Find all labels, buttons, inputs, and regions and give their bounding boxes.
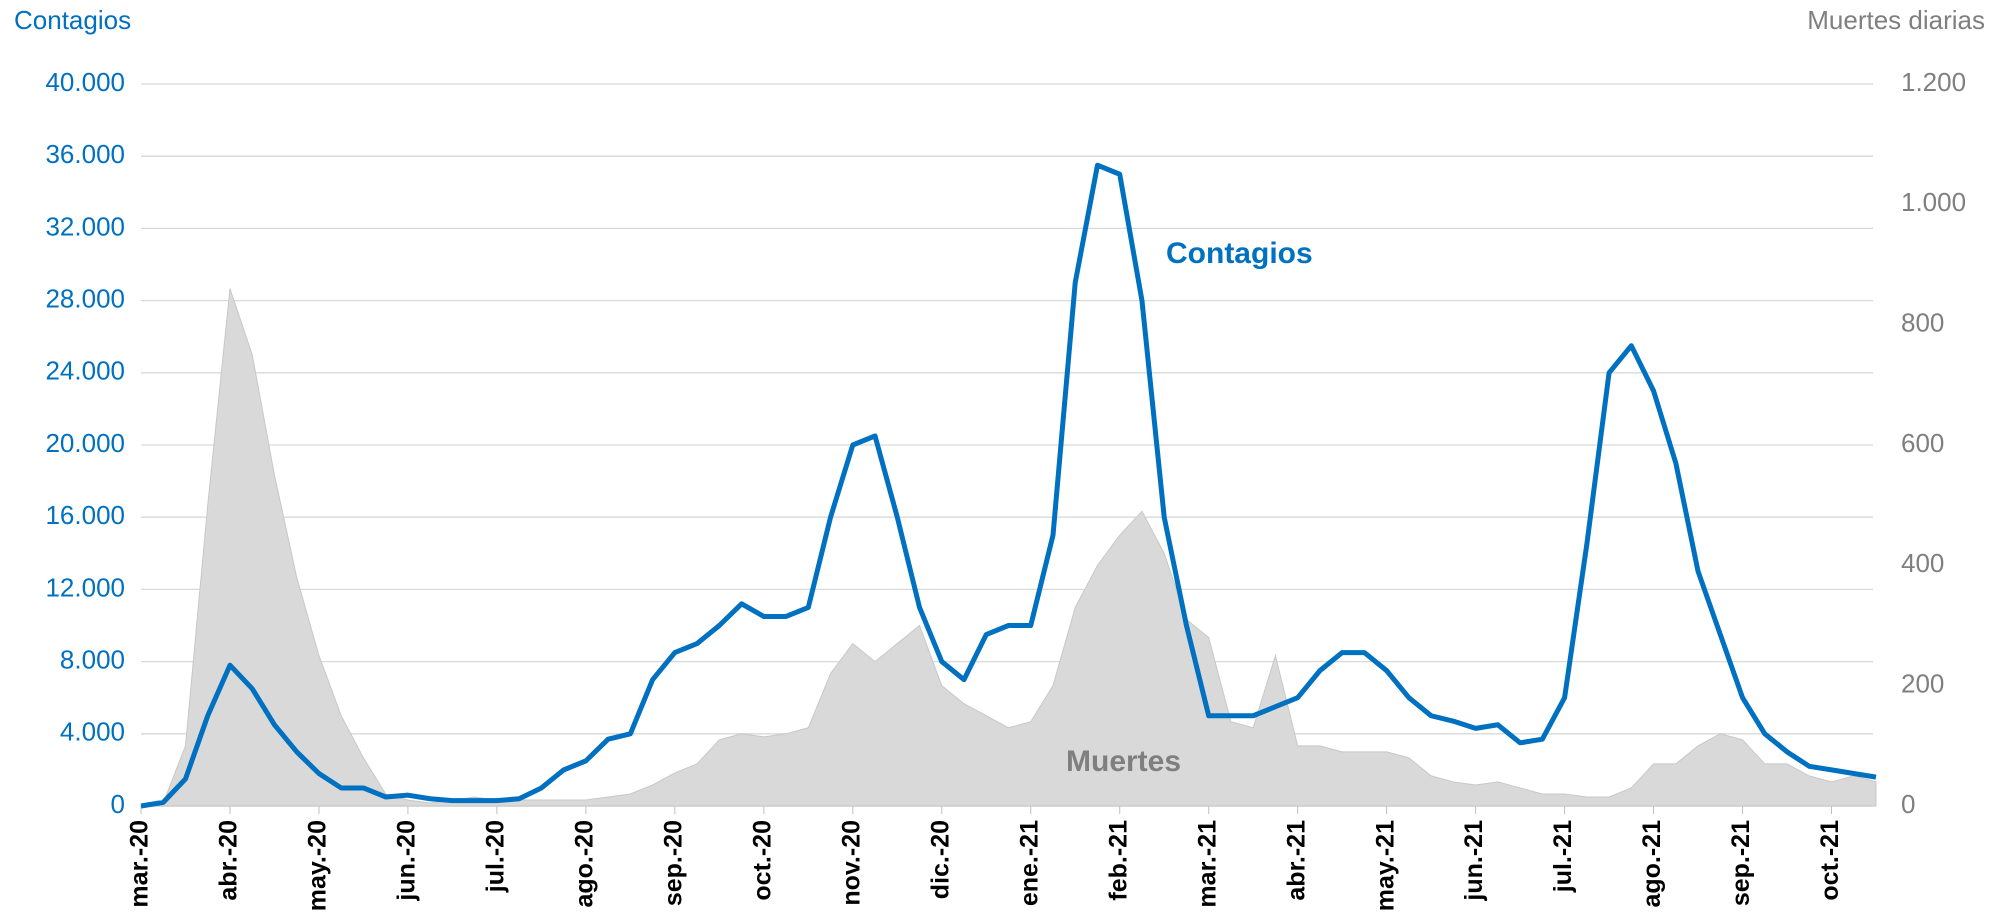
- y2-axis-title: Muertes diarias: [1807, 5, 1985, 35]
- y2-tick-label: 0: [1901, 789, 1915, 819]
- x-tick-label: jun.-20: [393, 820, 421, 902]
- x-tick-label: may.-20: [304, 820, 332, 911]
- x-tick-label: sep.-20: [659, 820, 687, 906]
- y2-tick-label: 800: [1901, 308, 1944, 338]
- y-tick-label: 20.000: [45, 428, 125, 458]
- y-tick-label: 40.000: [45, 67, 125, 97]
- y2-tick-label: 1.200: [1901, 67, 1966, 97]
- series-label: Muertes: [1066, 745, 1181, 778]
- deaths-area: [140, 288, 1877, 807]
- x-tick-label: jul.-20: [482, 820, 510, 893]
- cases-line: [140, 162, 1877, 809]
- x-tick-label: sep.-21: [1727, 820, 1755, 906]
- x-tick-label: jul.-21: [1549, 820, 1577, 893]
- y-tick-label: 8.000: [60, 644, 125, 674]
- x-tick-label: mar.-20: [126, 820, 154, 908]
- x-tick-label: abr.-21: [1282, 820, 1310, 901]
- x-tick-label: ago.-20: [570, 820, 598, 908]
- y2-tick-label: 400: [1901, 548, 1944, 578]
- y2-tick-label: 600: [1901, 428, 1944, 458]
- x-tick-label: may.-21: [1371, 820, 1399, 911]
- x-tick-label: feb.-21: [1104, 820, 1132, 901]
- x-tick-label: ene.-21: [1015, 820, 1043, 906]
- y-tick-label: 28.000: [45, 283, 125, 313]
- y2-tick-label: 200: [1901, 669, 1944, 699]
- y-axis-title: Contagios: [14, 5, 131, 35]
- y-tick-label: 12.000: [45, 572, 125, 602]
- y-tick-label: 24.000: [45, 356, 125, 386]
- series-label: Contagios: [1166, 237, 1313, 270]
- x-tick-label: nov.-20: [837, 820, 865, 906]
- x-tick-label: ago.-21: [1638, 820, 1666, 908]
- y-tick-label: 32.000: [45, 211, 125, 241]
- y-tick-label: 36.000: [45, 139, 125, 169]
- x-tick-label: abr.-20: [215, 820, 243, 901]
- x-tick-label: mar.-21: [1193, 820, 1221, 908]
- y2-tick-label: 1.000: [1901, 187, 1966, 217]
- x-tick-label: dic.-20: [926, 820, 954, 899]
- x-tick-label: jun.-21: [1460, 820, 1488, 902]
- x-tick-label: oct.-21: [1816, 820, 1844, 901]
- y-tick-label: 4.000: [60, 717, 125, 747]
- y-tick-label: 0: [111, 789, 125, 819]
- x-tick-label: oct.-20: [748, 820, 776, 901]
- y-tick-label: 16.000: [45, 500, 125, 530]
